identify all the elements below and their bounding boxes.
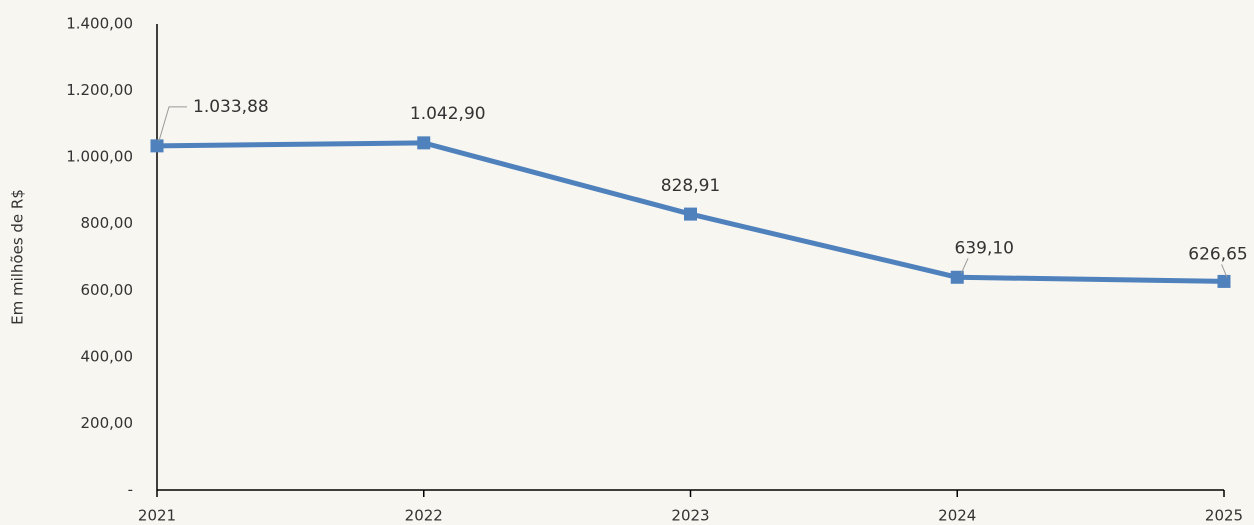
- y-tick-label: 1.200,00: [66, 81, 133, 99]
- x-tick-label: 2024: [938, 507, 976, 525]
- y-tick-label: 1.000,00: [66, 148, 133, 166]
- y-tick-label: -: [128, 481, 133, 499]
- y-tick-label: 600,00: [81, 281, 134, 299]
- marker: [1217, 274, 1231, 288]
- data-label: 1.033,88: [193, 97, 269, 117]
- marker: [684, 207, 697, 221]
- y-tick-label: 200,00: [81, 414, 134, 432]
- data-label: 626,65: [1188, 244, 1247, 264]
- leader-line: [1221, 264, 1228, 278]
- marker: [417, 136, 431, 150]
- y-tick-label: 800,00: [81, 214, 134, 232]
- marker: [150, 139, 164, 153]
- data-label: 639,10: [955, 238, 1014, 258]
- y-tick-label: 1.400,00: [66, 15, 133, 33]
- x-tick-label: 2023: [671, 507, 709, 525]
- data-label: 1.042,90: [410, 104, 486, 124]
- x-tick-label: 2025: [1205, 507, 1243, 525]
- y-tick-label: 400,00: [81, 347, 134, 365]
- marker: [950, 270, 964, 284]
- leader-line: [960, 258, 969, 274]
- data-label: 828,91: [661, 176, 720, 196]
- x-tick-label: 2021: [138, 507, 176, 525]
- leader-line: [158, 106, 187, 142]
- x-tick-label: 2022: [405, 507, 443, 525]
- y-axis-label: Em milhões de R$: [9, 189, 27, 325]
